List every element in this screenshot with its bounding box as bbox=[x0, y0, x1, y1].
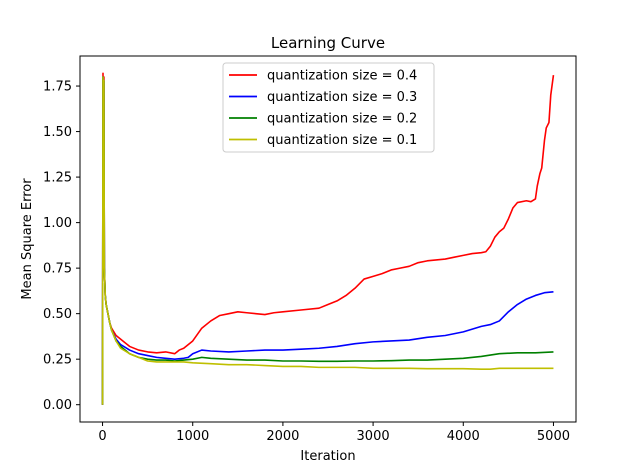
legend-label-2: quantization size = 0.3 bbox=[267, 90, 417, 105]
series-line-1 bbox=[101, 72, 555, 405]
legend-label-4: quantization size = 0.1 bbox=[267, 133, 417, 148]
x-axis: 0 1000 2000 3000 4000 5000 bbox=[98, 422, 570, 444]
legend: quantization size = 0.4 quantization size… bbox=[222, 62, 435, 153]
series-layer bbox=[101, 72, 555, 405]
plot-frame bbox=[79, 55, 577, 423]
y-tick-label: 1.00 bbox=[43, 216, 72, 231]
y-axis-title: Mean Square Error bbox=[20, 178, 35, 300]
x-axis-title: Iteration bbox=[300, 449, 355, 464]
series-line-4 bbox=[101, 76, 554, 405]
legend-label-1: quantization size = 0.4 bbox=[267, 69, 417, 84]
x-tick-label: 2000 bbox=[266, 429, 299, 444]
x-tick-label: 3000 bbox=[357, 429, 390, 444]
x-tick-label: 1000 bbox=[176, 429, 209, 444]
y-tick-label: 1.75 bbox=[43, 80, 72, 95]
y-axis: 0.00 0.25 0.50 0.75 1.00 1.25 1.50 1.75 bbox=[43, 80, 80, 413]
y-tick-label: 0.00 bbox=[43, 398, 72, 413]
chart-title: Learning Curve bbox=[271, 34, 385, 52]
legend-box bbox=[222, 62, 435, 153]
y-tick-label: 1.50 bbox=[43, 125, 72, 140]
y-tick-label: 0.75 bbox=[43, 262, 72, 277]
x-tick-label: 4000 bbox=[447, 429, 480, 444]
x-tick-label: 0 bbox=[98, 429, 106, 444]
legend-label-3: quantization size = 0.2 bbox=[267, 112, 417, 127]
x-tick-label: 5000 bbox=[537, 429, 570, 444]
y-tick-label: 0.50 bbox=[43, 307, 72, 322]
y-tick-label: 0.25 bbox=[43, 353, 72, 368]
y-tick-label: 1.25 bbox=[43, 171, 72, 186]
